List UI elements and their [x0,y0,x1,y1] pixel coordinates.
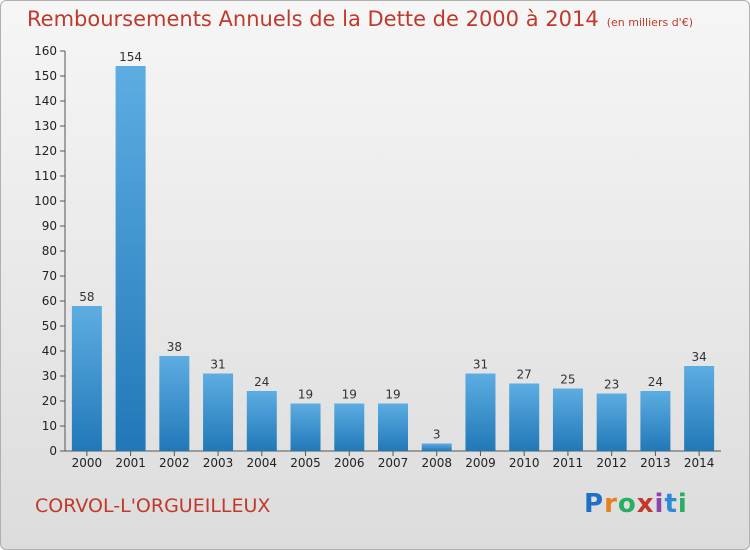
bar-value-label: 19 [298,388,313,402]
y-tick-label: 130 [34,119,57,133]
y-tick-label: 110 [34,169,57,183]
bar-value-label: 58 [79,290,94,304]
logo-letter: x [636,489,655,519]
x-tick-label: 2012 [596,456,627,470]
y-tick-label: 50 [42,319,57,333]
bar [596,393,627,451]
bar [203,373,234,451]
chart-title-main: Remboursements Annuels de la Dette de 20… [27,7,599,31]
chart-title: Remboursements Annuels de la Dette de 20… [27,7,693,31]
bar-value-label: 31 [473,358,488,372]
bar [378,403,408,451]
y-tick-label: 150 [34,69,57,83]
bar [465,373,496,451]
x-tick-label: 2007 [378,456,409,470]
y-tick-label: 100 [34,194,57,208]
x-tick-label: 2009 [465,456,496,470]
bar [115,66,146,451]
y-tick-label: 140 [34,94,57,108]
y-tick-label: 90 [42,219,57,233]
bar [290,403,321,451]
x-tick-label: 2001 [115,456,146,470]
bar [421,443,452,451]
logo-letter: o [617,489,637,519]
y-tick-label: 60 [42,294,57,308]
x-tick-label: 2004 [247,456,278,470]
bar [334,403,365,451]
bar-value-label: 24 [648,375,663,389]
bar-value-label: 154 [119,50,142,64]
bar-value-label: 34 [691,350,706,364]
y-tick-label: 30 [42,369,57,383]
logo-letter: t [664,489,678,519]
bar [159,356,190,451]
x-tick-label: 2008 [421,456,452,470]
x-tick-label: 2003 [203,456,234,470]
y-tick-label: 160 [34,44,57,58]
y-tick-label: 70 [42,269,57,283]
logo-letter: r [604,489,618,519]
bar [71,306,102,451]
y-tick-label: 40 [42,344,57,358]
commune-name: CORVOL-L'ORGUEILLEUX [35,495,271,517]
x-tick-label: 2010 [509,456,540,470]
logo-letter: i [654,489,665,519]
logo-letter: P [584,489,605,519]
chart-title-unit: (en milliers d'€) [606,16,693,29]
bar-value-label: 23 [604,378,619,392]
bar [552,388,583,451]
x-tick-label: 2013 [640,456,671,470]
x-tick-label: 2011 [553,456,584,470]
bar-value-label: 25 [560,373,575,387]
x-tick-label: 2006 [334,456,365,470]
bar [640,391,671,451]
bar [509,383,540,451]
y-tick-label: 80 [42,244,57,258]
x-tick-label: 2002 [159,456,190,470]
bar [246,391,277,451]
bar-value-label: 19 [385,388,400,402]
bar-value-label: 19 [342,388,357,402]
logo-letter: i [677,489,688,519]
bar-value-label: 27 [517,368,532,382]
y-tick-label: 0 [49,444,57,458]
y-tick-label: 20 [42,394,57,408]
bar-value-label: 3 [433,428,441,442]
x-tick-label: 2000 [72,456,103,470]
y-tick-label: 10 [42,419,57,433]
proxiti-logo: Proxiti [584,489,688,519]
bar [684,366,715,451]
bar-value-label: 38 [167,340,182,354]
bar-value-label: 24 [254,375,269,389]
x-tick-label: 2005 [290,456,321,470]
y-tick-label: 120 [34,144,57,158]
x-tick-label: 2014 [684,456,715,470]
bar-value-label: 31 [210,358,225,372]
